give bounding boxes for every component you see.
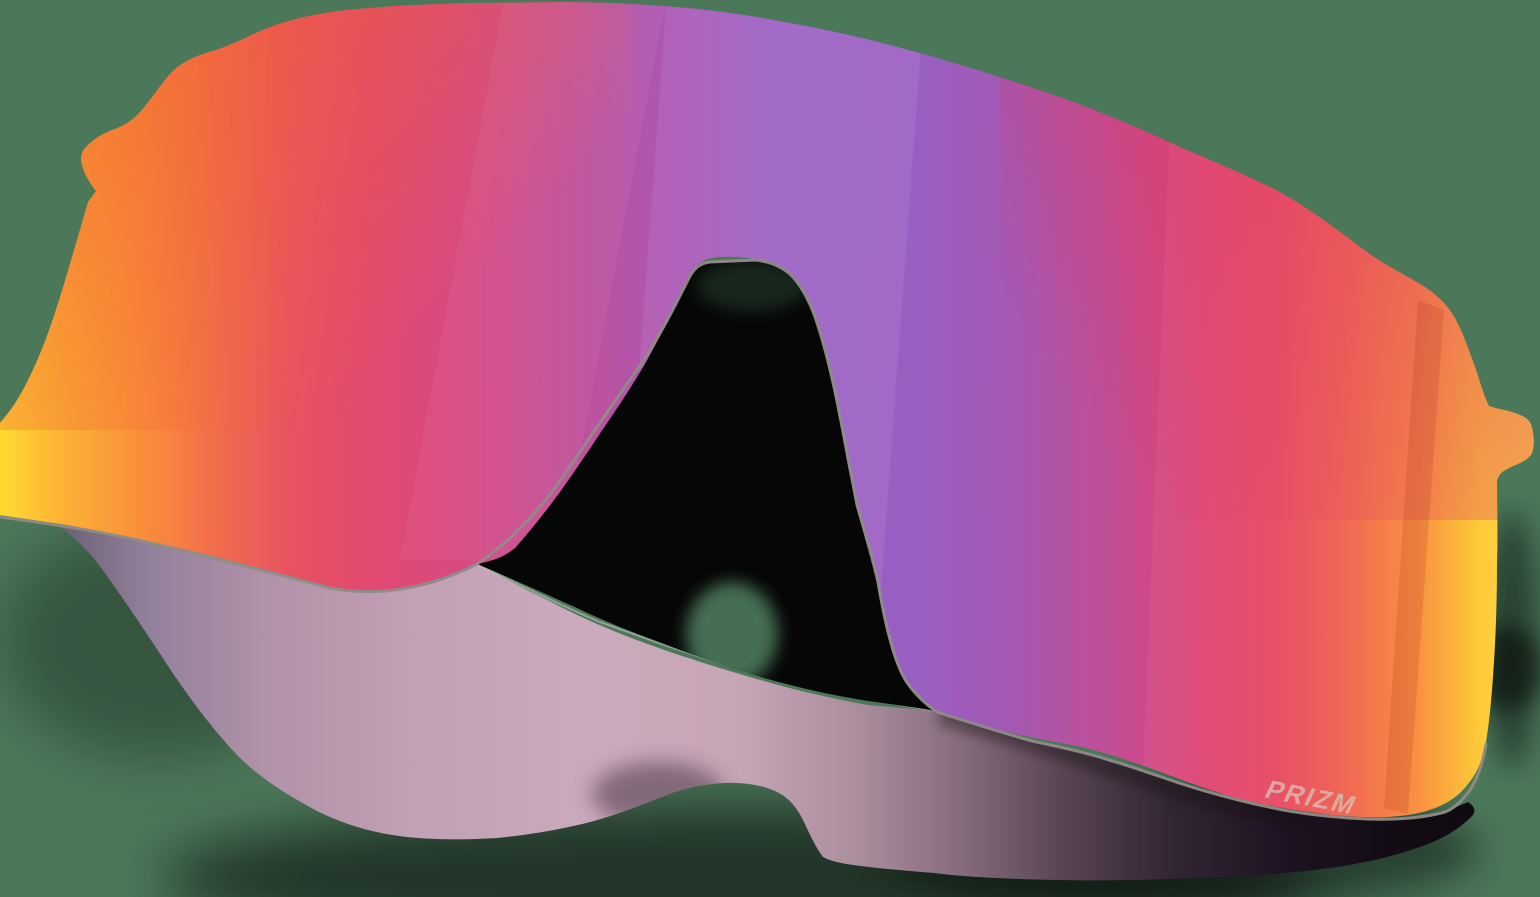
reflection-streak-left: [400, 2, 667, 560]
lens-inner-surface: [0, 510, 1475, 881]
cutout-see-through-background: [686, 582, 778, 686]
lens-rim: [0, 258, 1488, 821]
nose-cutout-shadow: [477, 261, 936, 711]
under-rim-shade: [938, 709, 1301, 821]
cutout-apex-green-tint: [696, 261, 808, 312]
dark-reflection-stripe: [1384, 300, 1444, 814]
